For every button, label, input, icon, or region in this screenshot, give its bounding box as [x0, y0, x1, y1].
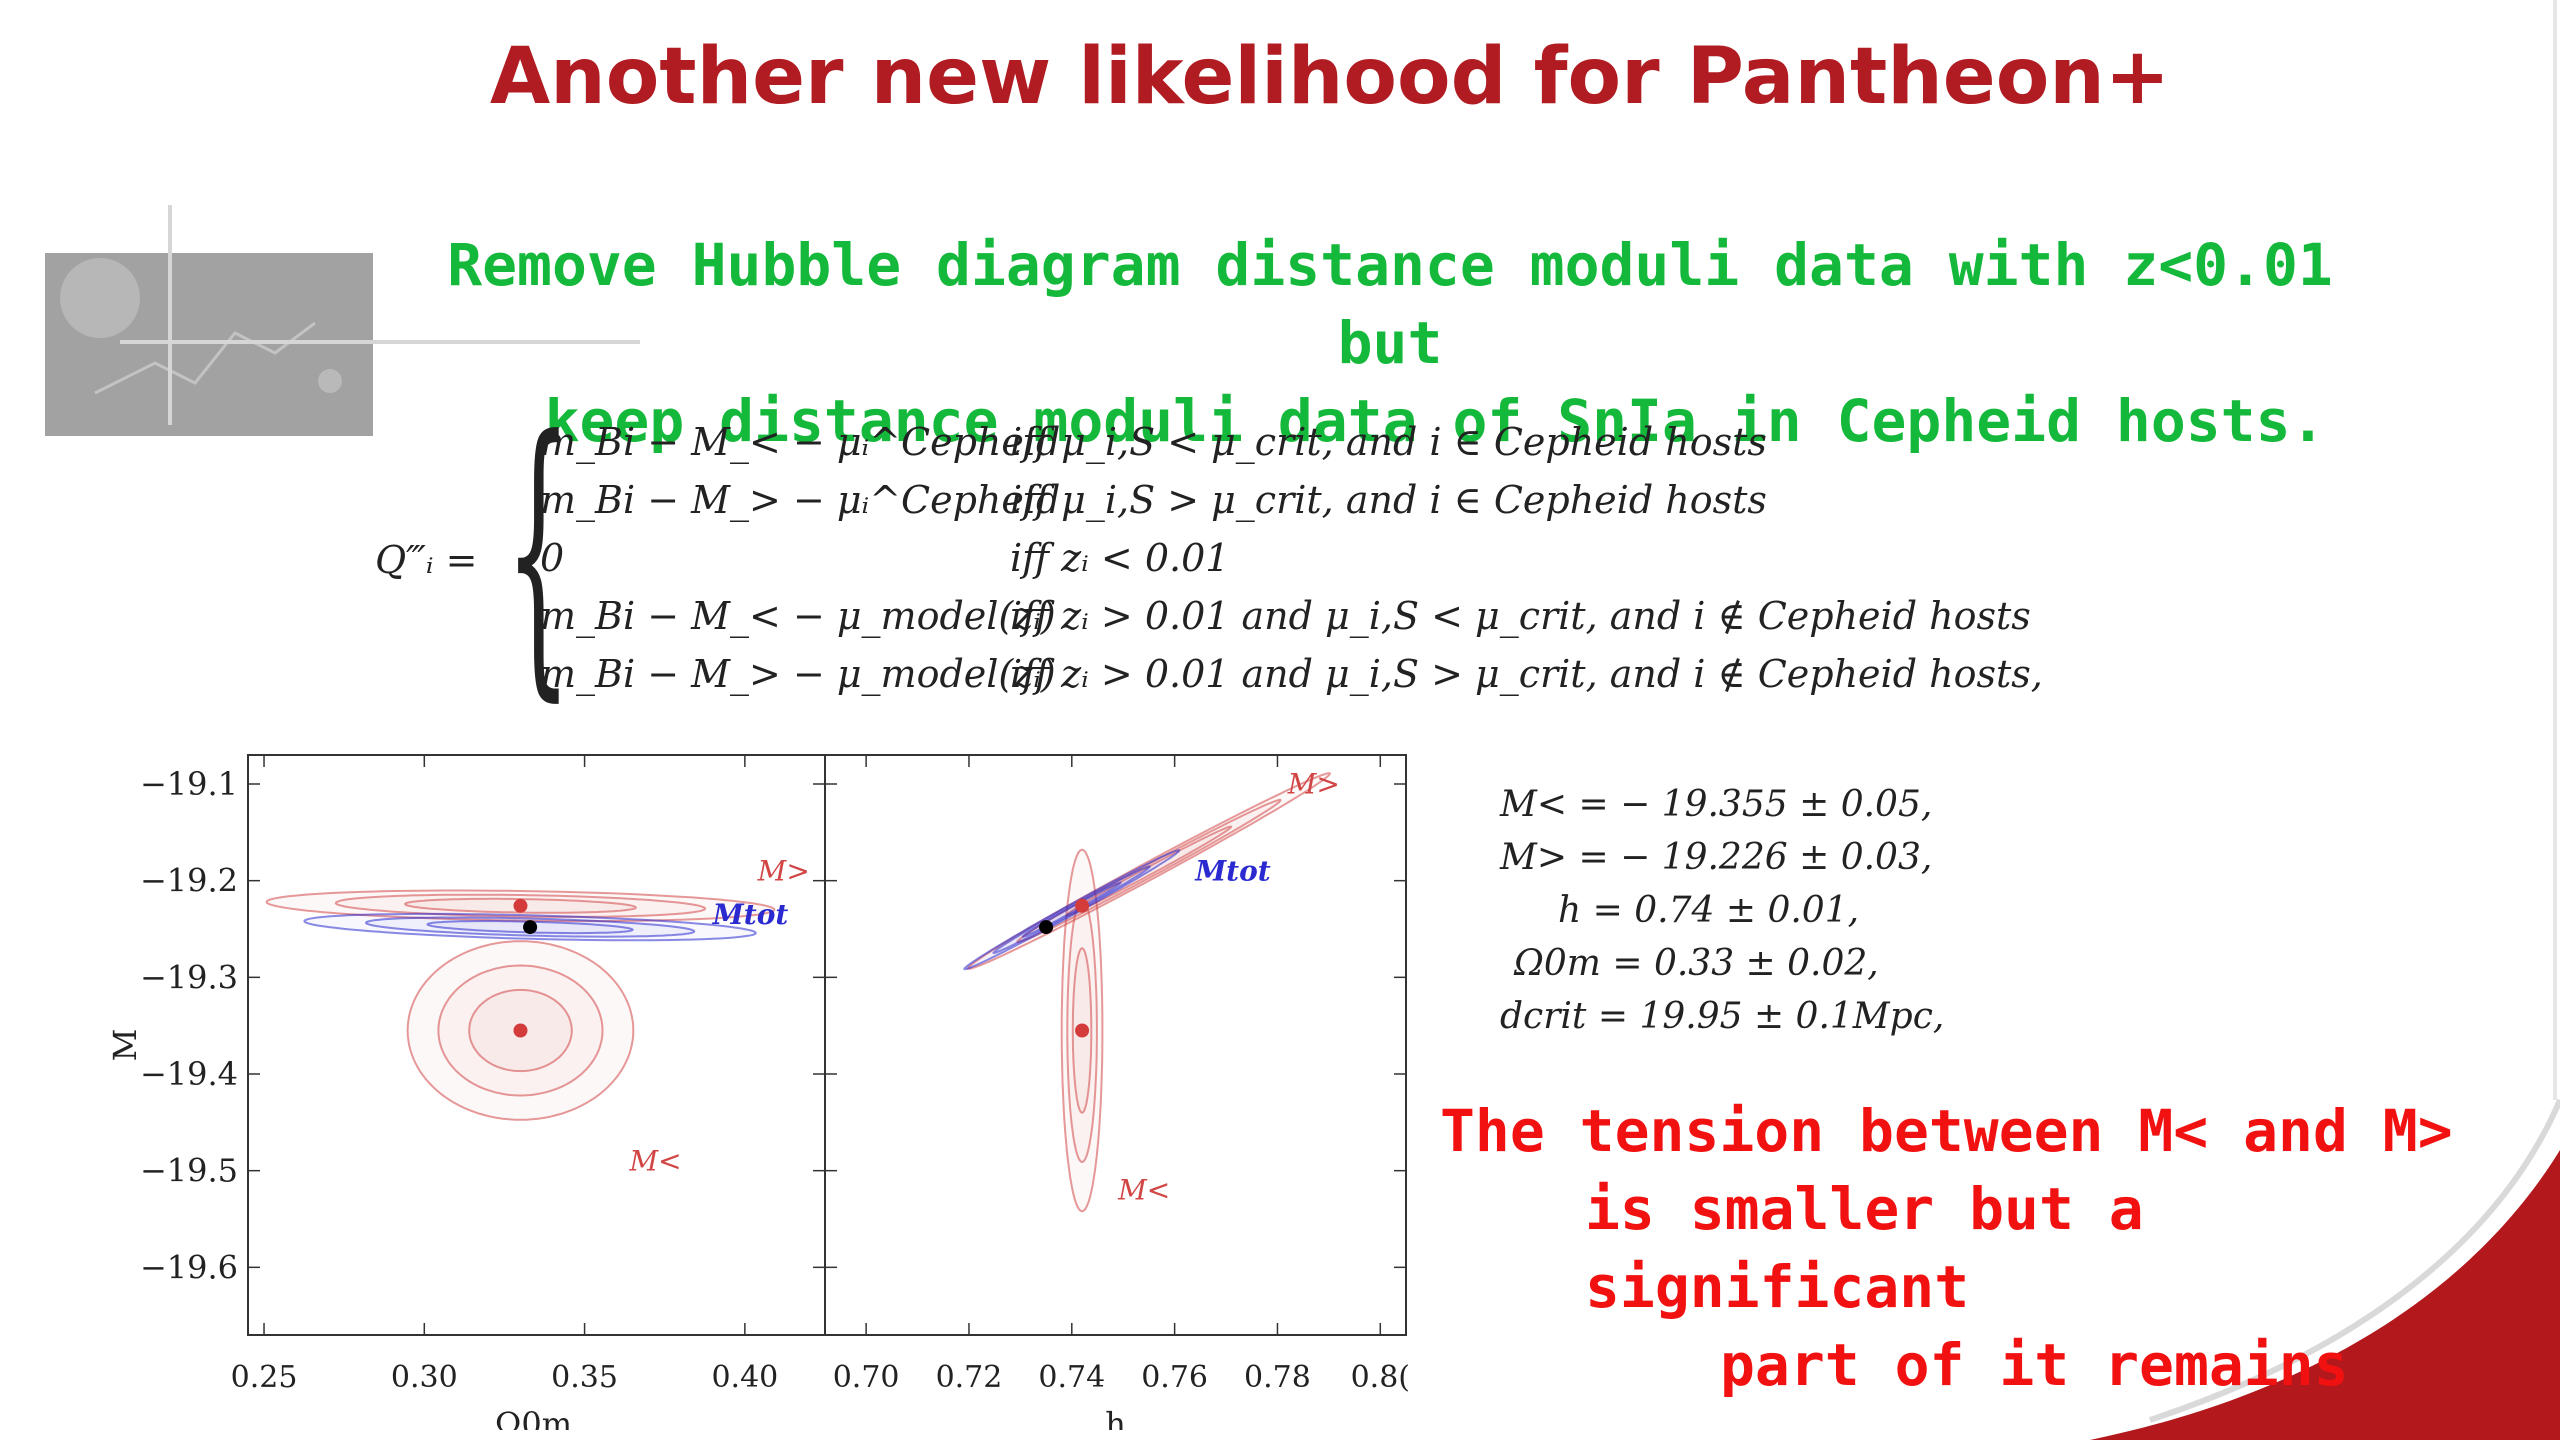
equation-brace: { [505, 377, 572, 726]
decorative-image-art [60, 258, 342, 395]
equation-condition: iff zᵢ < 0.01 [1010, 536, 1230, 580]
equation-condition: iff zᵢ > 0.01 and μ_i,S > μ_crit, and i … [1010, 652, 2043, 696]
slide-title: Another new likelihood for Pantheon+ [489, 32, 2171, 122]
tension-line-1: The tension between M< and M> [1440, 1097, 2453, 1165]
y-axis-label: M [106, 1029, 144, 1062]
equation-lhs: Q‴ᵢ = [375, 538, 478, 582]
subtitle-line-1: Remove Hubble diagram distance moduli da… [447, 231, 2333, 377]
best-fit-point [523, 920, 538, 935]
subtitle: Remove Hubble diagram distance moduli da… [380, 226, 2400, 460]
tension-note: The tension between M< and M> is smaller… [1440, 1092, 2560, 1404]
result-m-greater: M> = − 19.226 ± 0.03, [1500, 837, 1933, 878]
y-tick-label: −19.5 [140, 1152, 238, 1190]
y-tick-label: −19.3 [140, 958, 238, 996]
equation-term: m_Bi − M_< − μ_model(zᵢ) [540, 594, 1056, 638]
x-tick-label: 0.76 [1141, 1360, 1208, 1395]
result-omega: Ω0m = 0.33 ± 0.02, [1514, 943, 1879, 984]
x-tick-label: 0.35 [551, 1360, 618, 1395]
equation-term: m_Bi − M_> − μᵢ^Cepheid [540, 478, 1061, 522]
x-tick-label: 0.40 [711, 1360, 778, 1395]
equation-condition: iff μ_i,S > μ_crit, and i ∈ Cepheid host… [1010, 478, 1767, 522]
best-fit-point [1039, 920, 1054, 935]
best-fit-point [1075, 898, 1090, 913]
x-tick-label: 0.72 [936, 1360, 1003, 1395]
y-tick-label: −19.2 [140, 862, 238, 900]
y-tick-label: −19.4 [140, 1055, 238, 1093]
tension-line-3: part of it remains [1720, 1331, 2349, 1399]
series-label: M> [1287, 768, 1340, 801]
x-tick-label: 0.74 [1038, 1360, 1105, 1395]
x-axis-label: h [1105, 1405, 1126, 1430]
series-label: Mtot [712, 898, 789, 931]
decor-line-vertical [168, 205, 172, 425]
series-label: M< [1117, 1174, 1170, 1207]
contour-mtot [992, 865, 1151, 955]
equation-term: m_Bi − M_> − μ_model(zᵢ) [540, 652, 1056, 696]
subtitle-line-2: keep distance moduli data of SnIa in Cep… [544, 387, 2326, 455]
y-tick-label: −19.1 [140, 765, 238, 803]
decorative-image [45, 253, 373, 436]
result-m-less: M< = − 19.355 ± 0.05, [1500, 784, 1933, 825]
series-label: M< [628, 1145, 681, 1178]
series-label: Mtot [1194, 855, 1271, 888]
equation-term: 0 [540, 536, 565, 580]
x-tick-label: 0.25 [231, 1360, 298, 1395]
equation-condition: iff zᵢ > 0.01 and μ_i,S < μ_crit, and i … [1010, 594, 2031, 638]
equation-term: m_Bi − M_< − μᵢ^Cepheid [540, 420, 1061, 464]
decor-line-horizontal [120, 340, 640, 344]
series-label: M> [757, 855, 810, 888]
plot-frame [824, 754, 1407, 1336]
result-dcrit: dcrit = 19.95 ± 0.1Mpc, [1500, 996, 1945, 1037]
y-tick-label: −19.6 [140, 1248, 238, 1286]
x-tick-label: 0.78 [1244, 1360, 1311, 1395]
contour-figure: −19.1 −19.2 −19.3 −19.4 −19.5 −19.6 0.25 0.30 0.… [106, 754, 1410, 1430]
x-tick-label: 0.70 [833, 1360, 900, 1395]
fit-results: M< = − 19.355 ± 0.05, M> = − 19.226 ± 0.… [1500, 778, 1944, 1043]
best-fit-point [513, 1023, 528, 1038]
best-fit-point [513, 898, 528, 913]
result-h: h = 0.74 ± 0.01, [1558, 890, 1860, 931]
best-fit-point [1075, 1023, 1090, 1038]
x-tick-label: 0.8( [1351, 1360, 1410, 1395]
equation-condition: iff μ_i,S < μ_crit, and i ∈ Cepheid host… [1010, 420, 1767, 464]
contour-mtot [963, 849, 1181, 971]
x-tick-label: 0.30 [391, 1360, 458, 1395]
x-axis-label: Ω0m [495, 1405, 572, 1430]
likelihood-equation: Q‴ᵢ = { m_Bi − M_< − μᵢ^Cepheid m_Bi − M… [375, 402, 2043, 720]
tension-line-2: is smaller but a significant [1585, 1175, 2144, 1321]
